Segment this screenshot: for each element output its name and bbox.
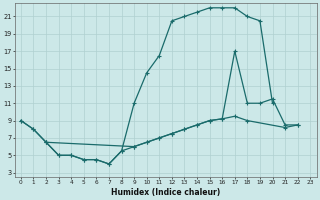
X-axis label: Humidex (Indice chaleur): Humidex (Indice chaleur) <box>111 188 220 197</box>
